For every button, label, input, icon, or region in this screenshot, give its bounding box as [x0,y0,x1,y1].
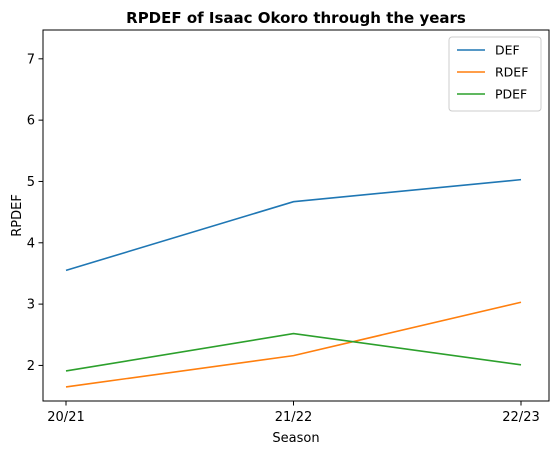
plot-frame [42,29,550,402]
y-tick-label: 5 [27,175,35,190]
y-tick-label: 2 [27,359,35,374]
x-tick-label: 20/21 [47,410,84,425]
legend-label-def: DEF [495,43,520,58]
legend-label-pdef: PDEF [495,87,527,102]
series-line-rdef [65,301,522,388]
x-axis-label: Season [272,431,319,446]
series-group [65,178,522,388]
legend-label-rdef: RDEF [495,65,528,80]
y-tick-label: 4 [27,236,35,251]
y-tick-label: 3 [27,298,35,313]
y-axis-label: RPDEF [10,194,25,237]
legend: DEF RDEF PDEF [448,36,542,112]
chart-title: RPDEF of Isaac Okoro through the years [126,9,466,27]
legend-box [448,36,542,112]
x-tick-label: 21/22 [275,410,312,425]
series-line-pdef [65,332,522,372]
series-line-def [65,178,522,272]
y-axis-ticks: 2 3 4 5 6 7 [27,52,43,374]
y-tick-label: 7 [27,52,35,67]
y-tick-label: 6 [27,114,35,129]
x-axis-ticks: 20/21 21/22 22/23 [47,401,540,425]
x-tick-label: 22/23 [502,410,539,425]
